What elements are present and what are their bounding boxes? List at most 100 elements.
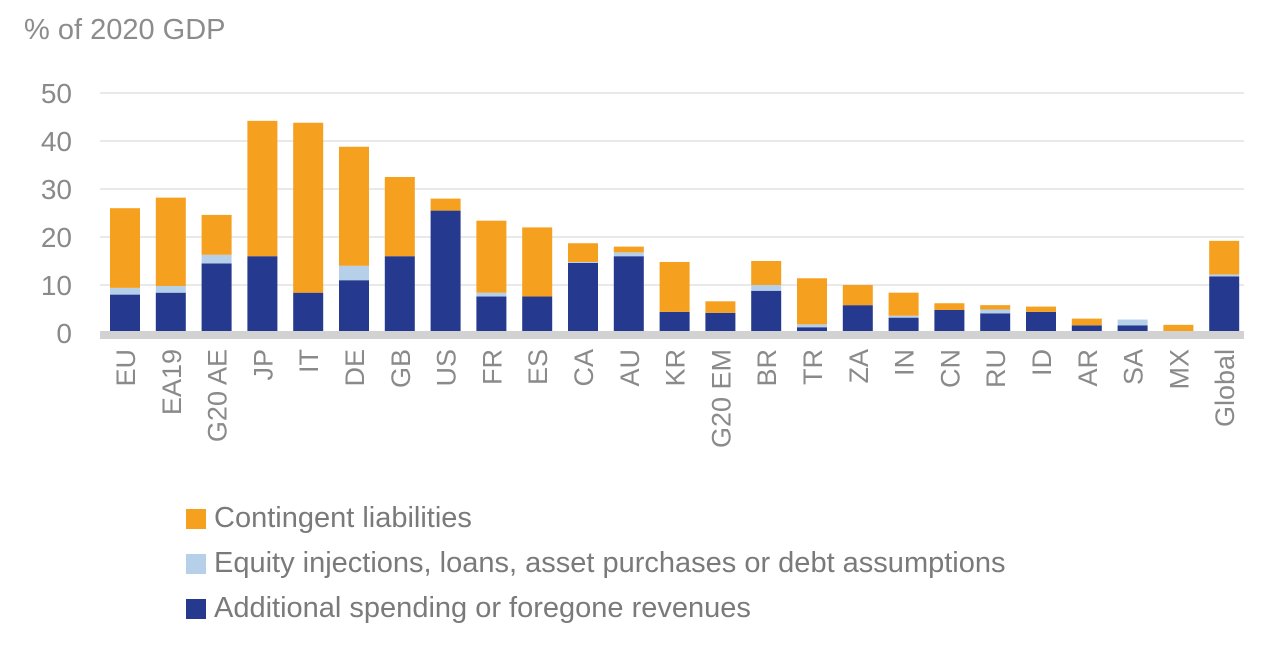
- bar-segment: [155, 285, 186, 293]
- x-tick-label: CN: [935, 349, 965, 388]
- x-tick-label: MX: [1164, 349, 1194, 390]
- bar-segment: [980, 305, 1011, 310]
- bar-segment: [659, 311, 690, 333]
- legend-swatch: [186, 598, 206, 619]
- x-tick-label: RU: [981, 349, 1011, 388]
- bar-segment: [201, 263, 232, 333]
- bar-segment: [705, 312, 736, 333]
- y-tick-label: 40: [41, 126, 72, 157]
- bar-segment: [797, 327, 827, 333]
- legend: Contingent liabilities Equity injections,…: [186, 496, 1005, 631]
- x-tick-label: EU: [111, 349, 141, 387]
- x-tick-label: US: [432, 349, 462, 387]
- bar-segment: [110, 294, 140, 333]
- y-tick-label: 10: [41, 270, 72, 301]
- x-tick-label: DE: [340, 349, 370, 387]
- bar-segment: [110, 287, 140, 295]
- bar-segment: [522, 296, 553, 333]
- bar-segment: [613, 246, 644, 253]
- x-tick-label: ZA: [844, 349, 874, 384]
- bar-segment: [659, 261, 690, 312]
- bar-segment: [1071, 325, 1102, 333]
- y-tick-label: 0: [56, 318, 72, 349]
- x-tick-label: G20 EM: [706, 349, 736, 448]
- legend-swatch: [186, 508, 206, 529]
- x-tick-label: FR: [477, 349, 507, 385]
- bar-segment: [476, 292, 507, 297]
- bar-segment: [1026, 311, 1056, 333]
- bar-segment: [568, 243, 598, 262]
- legend-item: Equity injections, loans, asset purchase…: [186, 541, 1005, 586]
- x-tick-label: AU: [615, 349, 645, 387]
- bar-segment: [247, 256, 278, 333]
- bar-segment: [1209, 240, 1240, 275]
- x-tick-label: IN: [890, 349, 920, 376]
- y-tick-label: 50: [41, 78, 72, 109]
- bar-segment: [751, 261, 782, 285]
- legend-label: Equity injections, loans, asset purchase…: [214, 547, 1006, 579]
- bar-segment: [888, 317, 919, 333]
- bar-segment: [1209, 274, 1240, 277]
- x-axis: [100, 331, 1244, 339]
- bar-segment: [430, 198, 461, 211]
- x-tick-label: SA: [1119, 349, 1149, 385]
- bar-segment: [842, 285, 873, 306]
- bar-segment: [293, 122, 324, 293]
- bar-segment: [476, 220, 507, 293]
- bar-segment: [339, 146, 369, 266]
- x-tick-label: Global: [1210, 349, 1240, 427]
- x-tick-label: ES: [523, 349, 553, 385]
- bar-segment: [1071, 318, 1102, 326]
- bar-segment: [568, 261, 598, 263]
- bar-segment: [888, 292, 919, 316]
- bar-segment: [1163, 324, 1194, 333]
- x-tick-label: ID: [1027, 349, 1057, 376]
- x-tick-label: AR: [1073, 349, 1103, 387]
- bar-segment: [842, 305, 873, 333]
- bar-segment: [293, 292, 324, 333]
- bar-segment: [934, 303, 965, 310]
- legend-item: Additional spending or foregone revenues: [186, 586, 1005, 631]
- x-tick-label: CA: [569, 349, 599, 387]
- bar-segment: [751, 290, 782, 333]
- bar-segment: [1117, 319, 1148, 326]
- bar-segment: [522, 227, 553, 297]
- legend-label: Contingent liabilities: [214, 502, 472, 534]
- bar-segment: [613, 256, 644, 333]
- x-tick-label: EA19: [157, 349, 187, 415]
- bar-segment: [339, 280, 369, 333]
- x-tick-label: TR: [798, 349, 828, 385]
- bar-segment: [1209, 276, 1240, 333]
- bar-segment: [201, 254, 232, 264]
- x-tick-label: GB: [386, 349, 416, 388]
- bar-segment: [430, 210, 461, 333]
- bar-segment: [705, 301, 736, 313]
- legend-item: Contingent liabilities: [186, 496, 1005, 541]
- bar-segment: [568, 262, 598, 333]
- x-tick-label: IT: [294, 349, 324, 373]
- bar-segment: [613, 252, 644, 257]
- x-tick-label: JP: [248, 349, 278, 381]
- bar-segment: [201, 214, 232, 255]
- bar-segment: [155, 197, 186, 286]
- x-tick-label: KR: [661, 349, 691, 387]
- x-tick-label: BR: [752, 349, 782, 387]
- bar-segment: [155, 292, 186, 333]
- bar-segment: [980, 313, 1011, 333]
- bar-segment: [384, 177, 415, 257]
- legend-swatch: [186, 553, 206, 574]
- y-axis-title: % of 2020 GDP: [24, 14, 226, 46]
- bar-segment: [797, 324, 827, 328]
- bar-segment: [1026, 306, 1056, 312]
- legend-label: Additional spending or foregone revenues: [214, 592, 751, 624]
- bar-segment: [1117, 325, 1148, 333]
- bar-segment: [751, 285, 782, 291]
- bar-segment: [888, 315, 919, 318]
- y-tick-label: 20: [41, 222, 72, 253]
- bar-segment: [934, 309, 965, 333]
- bar-segment: [110, 208, 140, 288]
- bar-segment: [980, 309, 1011, 314]
- bar-segment: [797, 278, 827, 325]
